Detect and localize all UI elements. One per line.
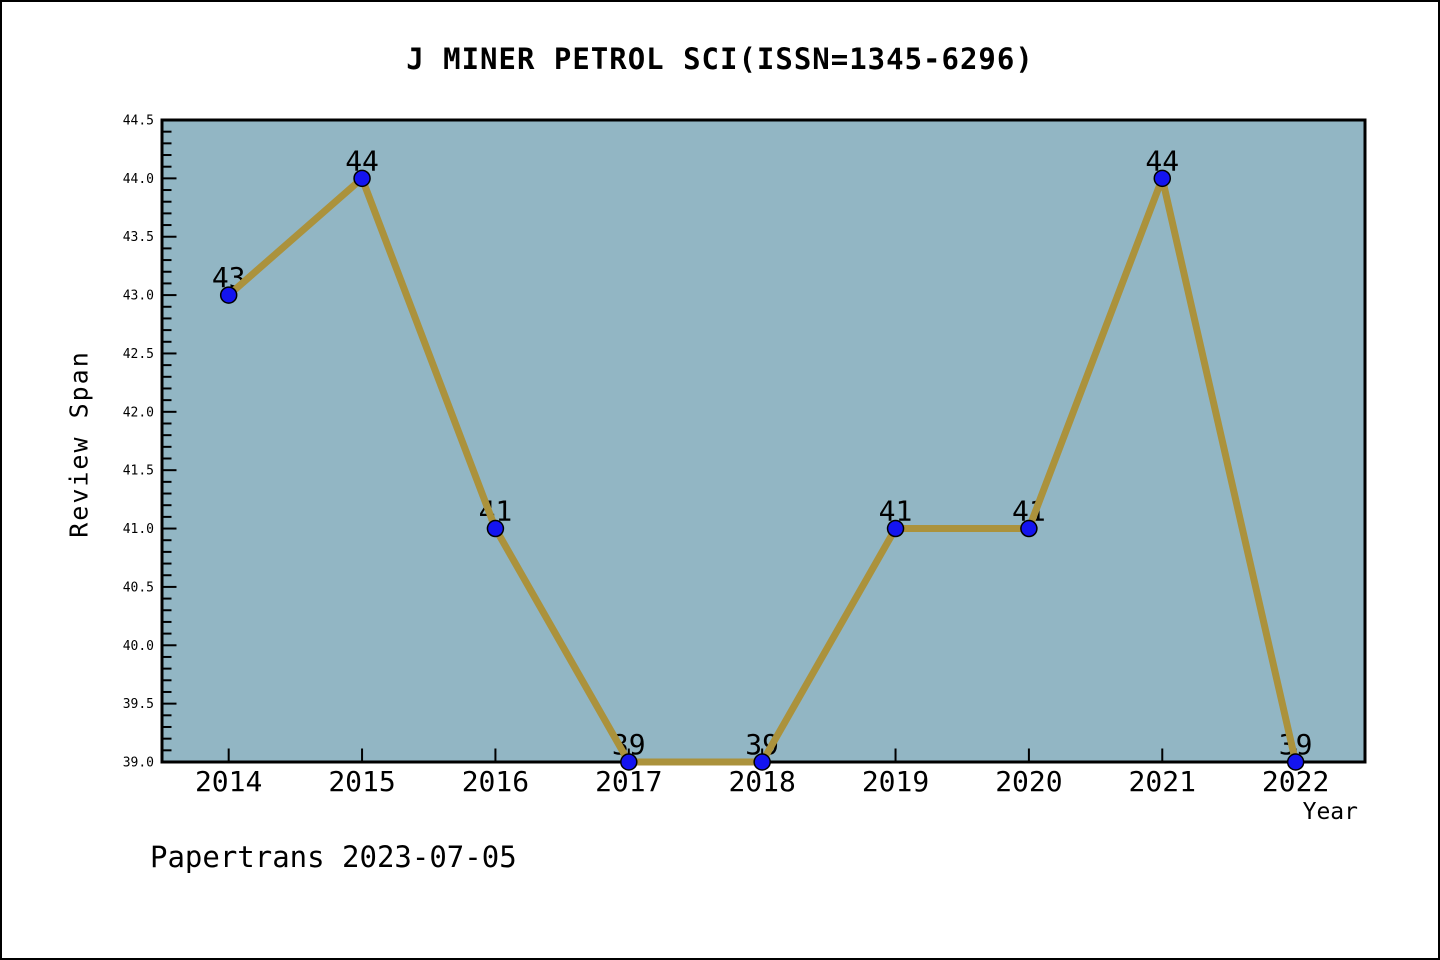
data-point [1153,169,1172,188]
data-point [486,519,505,538]
x-tick-label: 2021 [1129,765,1196,798]
x-tick-label: 2014 [195,765,262,798]
y-tick-label: 42.0 [123,405,154,420]
data-point [753,753,771,771]
data-point [353,169,371,188]
x-tick-label: 2019 [862,765,929,798]
y-tick-label: 44.0 [123,172,154,187]
y-tick-label: 39.5 [123,697,154,712]
data-point [1020,519,1038,538]
y-tick-label: 41.0 [123,522,154,537]
y-tick-label: 40.0 [123,639,154,654]
x-tick-label: 2020 [995,765,1062,798]
x-tick-label: 2016 [462,765,529,798]
y-tick-label: 43.0 [123,289,154,304]
plot-background [160,118,1367,764]
y-tick-label: 43.5 [123,230,154,245]
data-point [219,286,238,304]
y-tick-label: 41.5 [123,464,154,479]
x-tick-label: 2015 [328,765,395,798]
watermark-text: Papertrans 2023-07-05 [150,840,517,874]
data-point [1286,753,1305,771]
y-tick-label: 40.5 [123,580,154,595]
y-tick-label: 39.0 [123,756,154,771]
y-axis-label: Review Span [64,350,94,538]
data-point [886,519,905,538]
y-tick-label: 42.5 [123,347,154,362]
y-tick-label: 44.5 [123,114,154,129]
chart-title: J MINER PETROL SCI(ISSN=1345-6296) [406,42,1034,76]
data-point [620,753,638,771]
x-axis-label: Year [1302,799,1358,825]
